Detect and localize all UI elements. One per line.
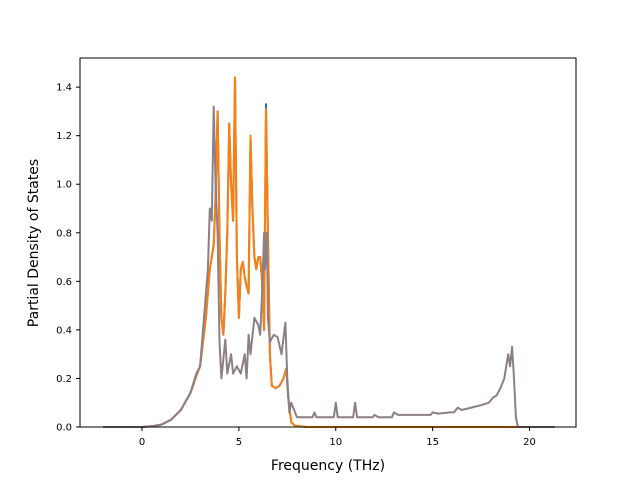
y-tick-label: 0.4 [56, 325, 72, 336]
y-axis-ticks: 0.0 0.2 0.4 0.6 0.8 1.0 1.2 1.4 [56, 83, 80, 434]
y-tick-label: 1.4 [56, 83, 72, 94]
y-tick-label: 0.6 [56, 277, 72, 288]
y-tick-label: 1.0 [56, 180, 72, 191]
y-axis-label: Partial Density of States [26, 159, 42, 327]
x-tick-label: 20 [523, 437, 536, 448]
series-line-3 [103, 105, 555, 428]
x-tick-label: 15 [426, 437, 439, 448]
y-tick-label: 1.2 [56, 131, 72, 142]
x-axis-label: Frequency (THz) [271, 458, 385, 474]
series-line-2 [103, 76, 555, 428]
x-tick-label: 5 [236, 437, 242, 448]
series-layer [103, 76, 555, 428]
y-tick-label: 0.8 [56, 228, 72, 239]
x-tick-label: 10 [329, 437, 342, 448]
plot-frame [79, 57, 577, 428]
x-axis-ticks: 0 5 10 15 20 [139, 427, 536, 448]
x-tick-label: 0 [139, 437, 145, 448]
y-tick-label: 0.0 [56, 423, 72, 434]
y-tick-label: 0.2 [56, 374, 72, 385]
